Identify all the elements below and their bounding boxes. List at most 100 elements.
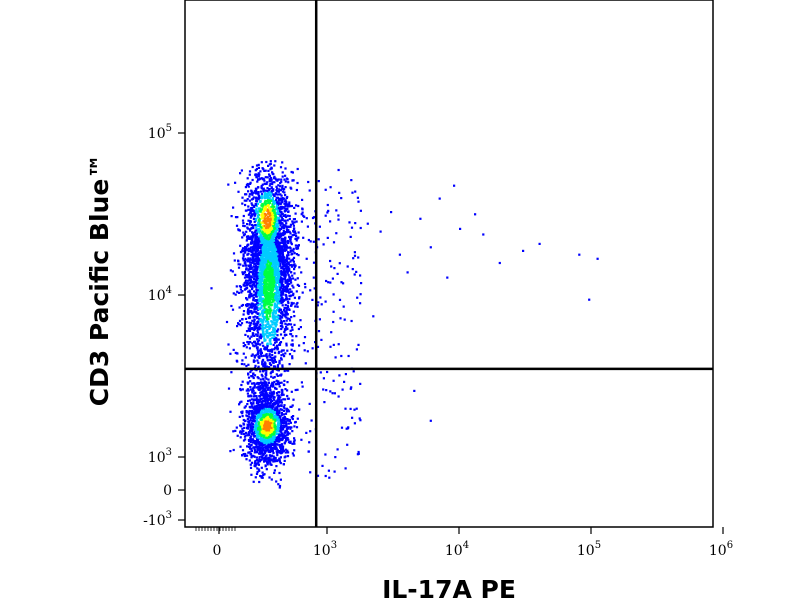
event-point: [274, 346, 277, 349]
event-point: [242, 250, 245, 253]
event-point: [288, 235, 291, 238]
event-point: [245, 364, 248, 368]
event-point: [253, 328, 256, 332]
event-point: [242, 253, 245, 256]
event-point: [245, 235, 249, 238]
event-point: [287, 205, 291, 208]
event-point: [283, 191, 286, 194]
event-point: [276, 408, 279, 411]
event-point: [252, 376, 255, 380]
event-point: [266, 237, 269, 240]
event-point: [269, 421, 272, 424]
event-point: [266, 181, 269, 184]
event-point: [263, 411, 266, 414]
event-point: [297, 254, 300, 257]
event-point: [276, 247, 279, 250]
event-point: [283, 415, 286, 419]
event-point: [272, 434, 275, 437]
event-point: [282, 206, 285, 209]
event-point: [283, 267, 286, 270]
event-point: [283, 398, 287, 401]
event-point: [259, 262, 262, 265]
event-point: [257, 430, 260, 433]
event-point: [271, 200, 275, 203]
event-point: [289, 247, 292, 250]
event-point: [258, 480, 261, 484]
event-point: [250, 382, 254, 385]
event-point: [254, 219, 257, 222]
event-point: [265, 331, 269, 334]
event-point: [272, 343, 275, 346]
event-point: [262, 318, 265, 321]
event-point: [278, 230, 281, 233]
event-point: [258, 269, 261, 272]
event-point: [274, 160, 277, 163]
event-point: [258, 405, 261, 408]
event-point: [286, 433, 289, 436]
event-point: [254, 241, 257, 244]
event-point: [271, 316, 274, 319]
event-point: [265, 275, 268, 278]
event-point: [247, 219, 250, 222]
event-point: [251, 327, 254, 330]
event-point: [269, 340, 272, 343]
event-point: [264, 423, 267, 426]
event-point: [263, 241, 266, 244]
event-point: [252, 213, 256, 216]
event-point: [269, 401, 273, 404]
event-point: [249, 447, 252, 450]
event-point: [248, 295, 251, 298]
event-point: [279, 280, 282, 283]
event-point: [287, 301, 290, 304]
event-point: [273, 471, 276, 474]
event-point: [286, 397, 289, 400]
event-point: [265, 408, 268, 411]
event-point: [249, 463, 252, 466]
event-point: [273, 318, 276, 321]
event-point: [257, 339, 261, 342]
event-point: [257, 377, 260, 380]
event-point: [253, 435, 256, 438]
event-point: [265, 369, 268, 372]
event-point: [268, 424, 271, 427]
event-point: [267, 196, 270, 199]
event-point: [266, 277, 270, 280]
event-point: [258, 231, 261, 234]
event-point: [275, 304, 278, 307]
event-point: [239, 244, 242, 247]
event-point: [291, 179, 294, 182]
event-point: [260, 383, 264, 386]
event-point: [278, 188, 281, 191]
event-point: [253, 392, 256, 395]
event-point: [260, 187, 263, 190]
event-point: [270, 410, 273, 413]
event-point: [261, 431, 264, 434]
event-point: [242, 221, 245, 225]
event-point: [260, 475, 264, 478]
event-point: [265, 291, 268, 294]
event-point: [283, 355, 286, 358]
event-point: [248, 195, 251, 198]
event-point: [242, 313, 245, 316]
event-point: [249, 285, 253, 288]
event-point: [283, 420, 286, 423]
event-point: [273, 279, 276, 282]
event-point: [269, 275, 272, 279]
event-point: [278, 248, 281, 251]
event-point: [243, 251, 247, 254]
event-point: [253, 384, 256, 387]
event-point: [230, 304, 233, 308]
event-point: [263, 169, 266, 172]
event-point: [270, 325, 273, 328]
event-point: [248, 228, 251, 231]
event-point: [246, 310, 249, 313]
event-point: [249, 278, 253, 281]
event-point: [242, 418, 245, 422]
event-point: [258, 349, 262, 352]
event-point: [246, 177, 249, 180]
event-point: [244, 203, 247, 207]
event-point: [252, 454, 255, 458]
event-point: [271, 227, 274, 230]
event-point: [260, 214, 263, 217]
event-point: [284, 208, 287, 211]
